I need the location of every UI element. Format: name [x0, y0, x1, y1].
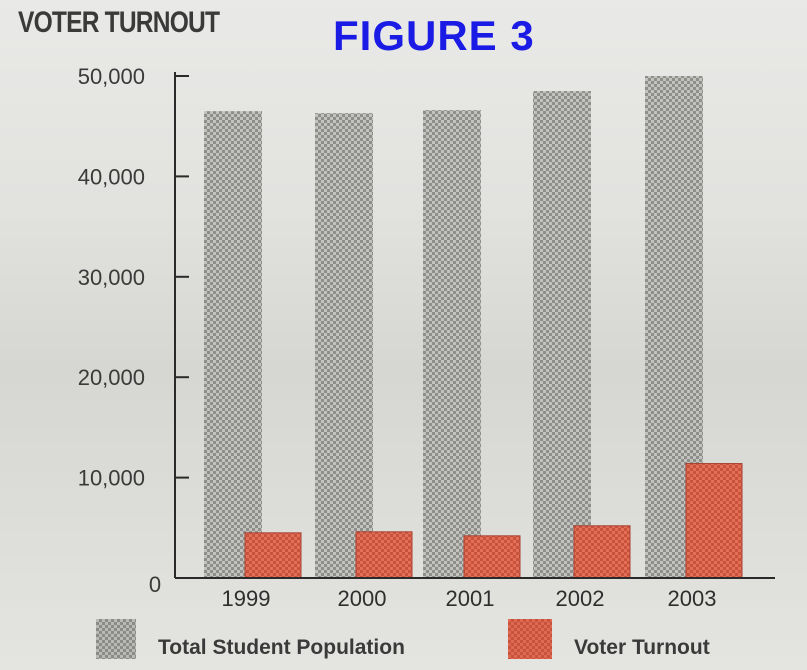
chart-title: VOTER TURNOUT: [18, 6, 220, 39]
x-tick-label-2003: 2003: [668, 586, 717, 611]
y-tick-label: 50,000: [78, 64, 145, 89]
bar-chart: 0 10,000 20,000 30,000 40,000 50,000 0 1999 200…: [78, 64, 775, 611]
y-tick-label: 30,000: [78, 265, 145, 290]
y-tick-label-zero: 0: [149, 572, 161, 597]
bar-voter-turnout-2000: [355, 531, 413, 579]
y-tick-label: 20,000: [78, 365, 145, 390]
legend-item-total-student-population: Total Student Population: [96, 618, 405, 660]
bar-total-student-population-1999: [204, 111, 262, 578]
legend-label-total-student-population: Total Student Population: [158, 636, 405, 659]
x-tick-label-2001: 2001: [446, 586, 495, 611]
figure-label: FIGURE 3: [333, 12, 535, 59]
bar-voter-turnout-2003: [685, 463, 743, 579]
bar-voter-turnout-1999: [244, 532, 302, 579]
bar-voter-turnout-2002: [573, 525, 631, 579]
x-tick-label-1999: 1999: [222, 586, 271, 611]
legend-swatch-total-student-population: [96, 619, 136, 659]
bar-total-student-population-2001: [423, 110, 481, 579]
x-tick-label-2002: 2002: [556, 586, 605, 611]
legend-item-voter-turnout: Voter Turnout: [508, 618, 710, 660]
bar-total-student-population-2000: [315, 113, 373, 578]
bar-voter-turnout-2001: [463, 535, 521, 579]
legend: Total Student Population Voter Turnout: [96, 618, 756, 664]
bars: [204, 76, 743, 579]
x-tick-label-2000: 2000: [338, 586, 387, 611]
bar-total-student-population-2002: [533, 91, 591, 578]
y-tick-label: 40,000: [78, 164, 145, 189]
y-tick-label: 10,000: [78, 466, 145, 491]
legend-swatch-voter-turnout: [508, 619, 552, 659]
x-axis: 0 1999 2000 2001 2002 2003: [149, 572, 775, 611]
legend-label-voter-turnout: Voter Turnout: [574, 636, 710, 659]
